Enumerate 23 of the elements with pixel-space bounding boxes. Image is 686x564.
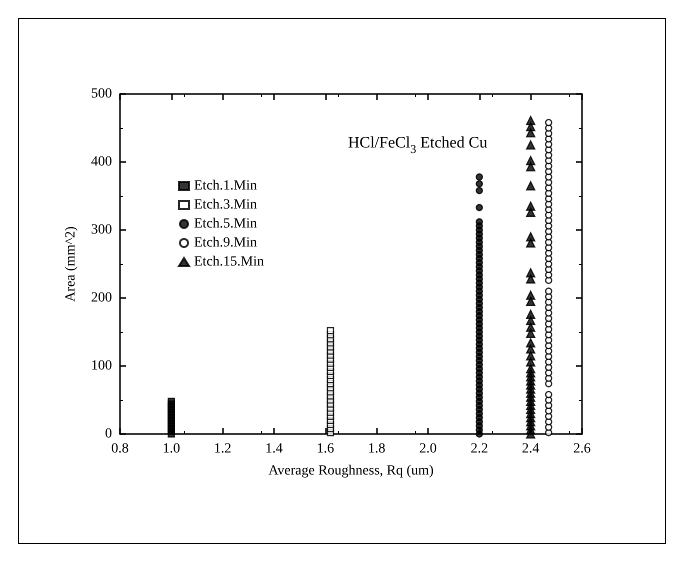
- x-tick-label: 1.6: [316, 442, 334, 456]
- x-tick-label: 2.2: [470, 442, 488, 456]
- y-tick-label: 400: [91, 154, 112, 170]
- x-tick-label: 1.2: [214, 442, 232, 456]
- x-tick-label: 0.8: [111, 442, 129, 456]
- x-tick-label: 2.6: [573, 442, 591, 456]
- x-tick-label: 1.4: [265, 442, 283, 456]
- legend-label: Etch.3.Min: [194, 198, 257, 212]
- y-tick-label: 100: [91, 358, 112, 374]
- x-tick-label: 2.4: [522, 442, 540, 456]
- x-tick-label: 1.0: [162, 442, 180, 456]
- y-tick-label: 200: [91, 290, 112, 306]
- x-tick-label: 2.0: [419, 442, 437, 456]
- legend-label: Etch.15.Min: [194, 254, 264, 270]
- x-tick-label: 1.8: [368, 442, 386, 456]
- x-axis-title: Average Roughness, Rq (um): [268, 464, 434, 478]
- legend-label: Etch.9.Min: [194, 236, 257, 250]
- legend-label: Etch.1.Min: [194, 178, 257, 194]
- y-tick-label: 500: [91, 86, 112, 102]
- y-tick-label: 0: [105, 426, 112, 442]
- y-axis-title: Area (mm^2): [64, 226, 78, 302]
- y-tick-label: 300: [91, 222, 112, 238]
- legend-label: Etch.5.Min: [194, 216, 257, 232]
